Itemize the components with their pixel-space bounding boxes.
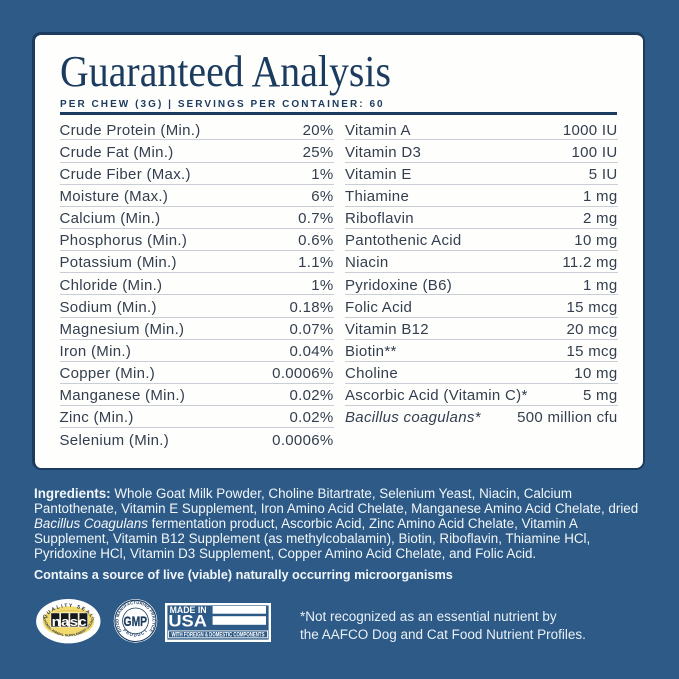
svg-text:MADE IN: MADE IN [170,605,207,615]
svg-text:WITH FOREIGN & DOMESTIC COMPON: WITH FOREIGN & DOMESTIC COMPONENTS [172,633,265,639]
svg-text:GMP: GMP [123,614,147,630]
svg-text:USA: USA [169,613,208,631]
svg-text:nasc: nasc [52,614,87,629]
